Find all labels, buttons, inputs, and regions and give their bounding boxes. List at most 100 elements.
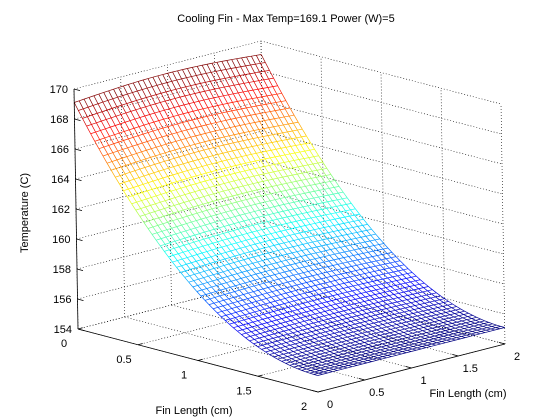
mesh-line [229,292,234,298]
mesh-line [178,156,184,164]
mesh-line [318,234,323,241]
mesh-line [385,346,391,349]
mesh-line [214,184,220,187]
mesh-line [190,84,196,86]
mesh-line [302,242,308,245]
mesh-line [266,186,272,188]
mesh-line [131,203,137,211]
mesh-line [232,102,237,111]
mesh-line [157,75,163,85]
mesh-line [144,212,150,216]
mesh-line [239,314,245,317]
mesh-line [392,320,398,323]
mesh-line [434,334,440,337]
mesh-line [114,134,119,143]
mesh-line [432,289,437,294]
mesh-line [392,297,399,300]
mesh-line [222,198,227,205]
mesh-line [209,89,214,99]
mesh-line [211,115,217,123]
mesh-line [257,222,263,225]
mesh-line [343,256,349,258]
mesh-line [245,239,251,246]
mesh-line [377,254,383,256]
mesh-line [207,244,213,251]
mesh-line [375,264,381,267]
mesh-line [183,202,189,209]
mesh-line [267,259,272,265]
mesh-line [107,100,113,109]
mesh-line [435,313,442,316]
mesh-line [216,160,222,163]
mesh-line [337,262,343,265]
mesh-line [343,366,348,369]
mesh-line [338,334,344,337]
mesh-line [479,321,484,324]
mesh-line [314,358,319,361]
mesh-line [268,246,274,252]
mesh-line [168,212,174,215]
mesh-line [166,182,172,185]
mesh-line [251,56,256,65]
mesh-line [233,325,239,329]
mesh-line [283,168,289,171]
mesh-line [282,216,288,219]
mesh-line [431,343,436,346]
mesh-line [351,264,357,267]
mesh-line [332,199,338,202]
mesh-line [324,221,330,227]
mesh-line [315,283,321,286]
mesh-line [368,344,373,347]
mesh-line [261,188,267,196]
mesh-line [289,344,295,349]
mesh-line [334,285,339,290]
mesh-line [260,62,266,64]
mesh-line [142,78,149,81]
mesh-line [138,175,145,178]
mesh-line [192,118,198,121]
mesh-line [164,159,170,162]
mesh-line [236,273,242,279]
mesh-line [406,299,412,303]
mesh-line [248,138,254,140]
mesh-line [152,77,158,86]
mesh-line [234,75,240,77]
mesh-line [192,286,198,292]
mesh-line [175,232,181,235]
mesh-line [424,338,429,341]
mesh-line [284,108,290,117]
mesh-line [227,151,232,160]
mesh-line [280,347,285,351]
mesh-line [318,358,324,361]
mesh-line [241,272,247,278]
mesh-line [426,315,432,318]
mesh-line [335,363,340,366]
mesh-line [221,205,227,213]
mesh-line [258,79,264,82]
mesh-line [269,275,275,281]
mesh-line [241,239,247,242]
mesh-line [369,295,375,300]
mesh-line [250,306,256,309]
mesh-line [241,193,247,200]
mesh-line [321,277,327,280]
mesh-line [265,194,271,201]
mesh-line [157,225,163,232]
mesh-line [402,273,408,276]
mesh-line [382,322,388,325]
mesh-line [250,113,256,116]
mesh-line [197,166,203,169]
mesh-line [476,329,482,332]
mesh-line [252,189,258,192]
mesh-line [277,336,283,341]
mesh-line [237,326,243,331]
mesh-line [385,286,391,288]
mesh-line [405,302,412,305]
mesh-line [337,264,343,269]
mesh-line [121,156,127,159]
mesh-line [182,170,188,173]
mesh-line [301,136,306,144]
mesh-line [387,322,392,326]
mesh-line [451,326,456,329]
mesh-line [404,343,410,346]
